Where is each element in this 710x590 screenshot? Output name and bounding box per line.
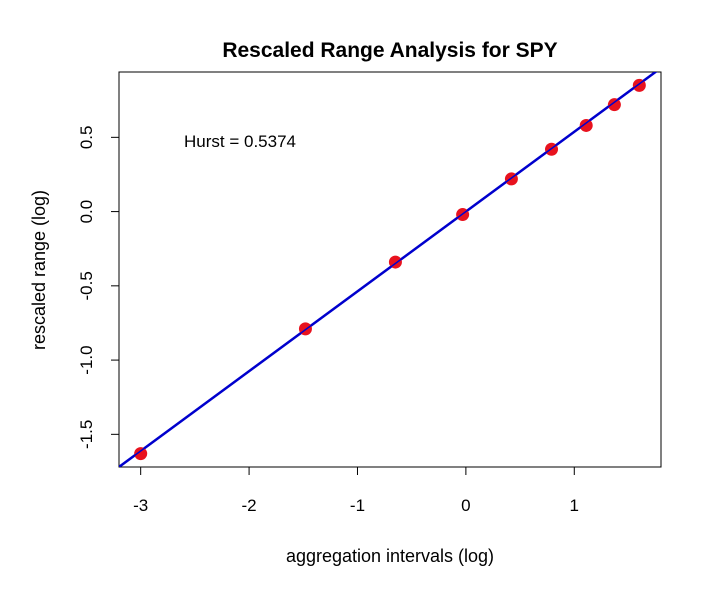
x-tick-label: -3 (133, 496, 148, 515)
points-layer (119, 72, 657, 467)
data-point (134, 447, 148, 461)
y-tick-label: -0.5 (77, 271, 96, 300)
x-axis-label: aggregation intervals (log) (286, 546, 494, 566)
x-tick-label: 1 (570, 496, 579, 515)
x-tick-label: 0 (461, 496, 470, 515)
x-axis: -3 -2 -1 0 1 (133, 467, 579, 515)
plot-frame (118, 71, 662, 468)
chart-title: Rescaled Range Analysis for SPY (222, 39, 557, 62)
y-axis: -1.5 -1.0 -0.5 0.0 0.5 (77, 126, 119, 449)
x-tick-label: -2 (242, 496, 257, 515)
y-tick-label: -1.5 (77, 420, 96, 449)
y-axis-label: rescaled range (log) (29, 190, 49, 350)
data-point (579, 118, 593, 132)
x-tick-label: -1 (350, 496, 365, 515)
y-tick-label: 0.0 (77, 200, 96, 224)
y-tick-label: 0.5 (77, 126, 96, 150)
data-point (607, 98, 621, 112)
y-tick-label: -1.0 (77, 345, 96, 374)
hurst-annotation: Hurst = 0.5374 (184, 132, 296, 151)
fit-line-overlay (119, 72, 657, 467)
